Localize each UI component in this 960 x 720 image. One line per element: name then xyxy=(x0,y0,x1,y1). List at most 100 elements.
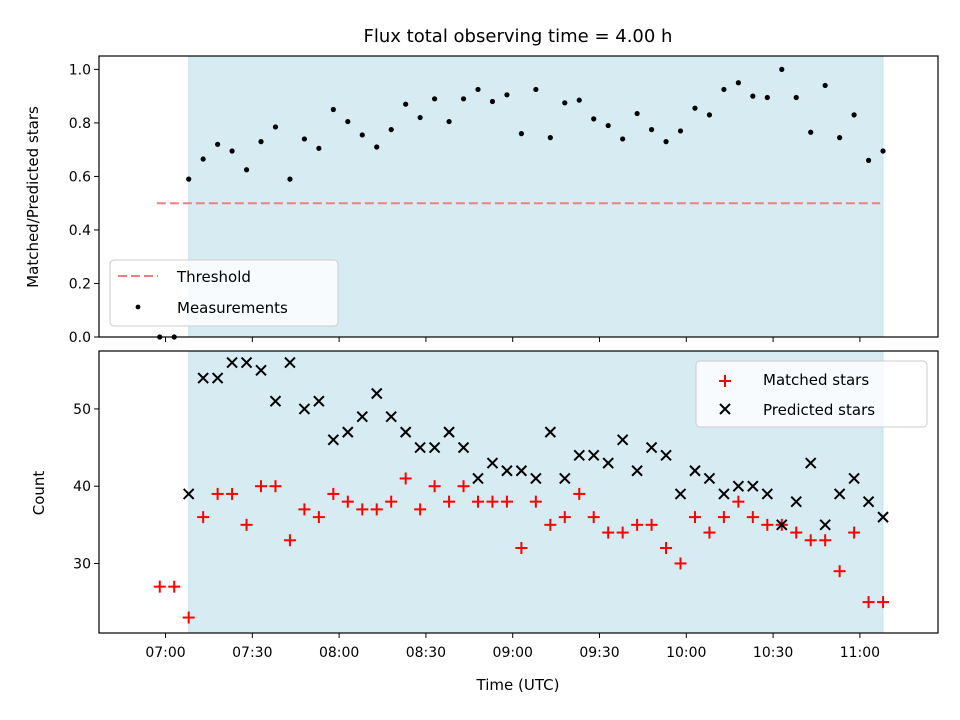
matched-star-point xyxy=(471,495,484,508)
predicted-star-point xyxy=(761,488,774,500)
legend-predicted-swatch xyxy=(719,403,731,415)
predicted-star-point xyxy=(660,449,672,462)
matched-star-point xyxy=(370,503,383,516)
matched-star-point xyxy=(862,596,875,609)
top-y-ticks: 0.0 0.2 0.4 0.6 0.8 1.0 xyxy=(69,62,99,346)
matched-star-point xyxy=(443,495,456,508)
predicted-star-point xyxy=(559,472,571,485)
predicted-star-point xyxy=(819,519,831,531)
matched-star-point xyxy=(269,480,282,493)
matched-star-point xyxy=(616,526,629,539)
measurement-point xyxy=(706,112,713,118)
measurement-point xyxy=(374,144,380,150)
matched-star-point xyxy=(660,542,673,555)
legend-matched-swatch xyxy=(719,375,731,387)
matched-star-point xyxy=(790,526,803,539)
predicted-star-point xyxy=(255,364,267,377)
predicted-star-point xyxy=(674,488,687,500)
predicted-star-point xyxy=(703,472,716,485)
predicted-star-point xyxy=(313,395,325,407)
measurement-point xyxy=(822,82,828,89)
x-tick-label: 10:30 xyxy=(753,645,793,661)
bottom-y-tick-label: 30 xyxy=(73,556,91,572)
predicted-star-point xyxy=(689,465,701,477)
top-panel: Flux total observing time = 4.00 h 0.00.… xyxy=(24,26,939,346)
measurement-point xyxy=(272,124,279,130)
measurement-point xyxy=(648,126,655,133)
predicted-star-point xyxy=(443,426,455,438)
bottom-points xyxy=(153,356,890,624)
measurement-point xyxy=(200,156,206,162)
matched-star-point xyxy=(414,503,427,516)
predicted-star-point xyxy=(428,441,441,454)
measurement-point xyxy=(721,86,727,93)
matched-star-point xyxy=(732,495,745,508)
legend-threshold-label: Threshold xyxy=(176,268,251,286)
matched-star-point xyxy=(573,487,586,500)
measurement-point xyxy=(403,101,409,107)
x-tick-label: 10:00 xyxy=(666,645,706,661)
matched-star-point xyxy=(529,495,542,508)
bottom-panel: 30 40 50 07:00 07:30 08:00 08:30 09:00 09:30 10:… xyxy=(30,350,939,694)
x-tick-label: 11:00 xyxy=(840,645,880,661)
measurement-point xyxy=(417,114,423,121)
measurement-point xyxy=(475,86,481,93)
measurement-point xyxy=(865,157,872,163)
predicted-star-point xyxy=(544,426,557,438)
bottom-legend-box xyxy=(695,360,928,428)
predicted-star-point xyxy=(515,465,528,477)
matched-star-point xyxy=(717,511,730,524)
matched-star-point xyxy=(674,557,687,570)
predicted-star-point xyxy=(573,449,585,462)
measurement-point xyxy=(562,100,568,106)
predicted-star-point xyxy=(327,434,340,446)
predicted-star-point xyxy=(486,457,499,469)
measurement-point xyxy=(677,128,684,134)
measurement-point xyxy=(735,80,741,86)
matched-star-point xyxy=(255,480,268,493)
bottom-x-ticks: 07:00 07:30 08:00 08:30 09:00 09:30 10:00 10:30… xyxy=(145,633,880,661)
measurement-point xyxy=(215,141,221,147)
top-y-tick-label: 0.2 xyxy=(69,276,91,292)
matched-star-point xyxy=(385,495,398,508)
measurement-point xyxy=(533,86,539,93)
measurement-point xyxy=(663,139,669,145)
matched-star-point xyxy=(761,518,774,531)
measurement-point xyxy=(620,136,626,142)
predicted-star-point xyxy=(776,519,788,531)
measurement-point xyxy=(504,92,510,98)
predicted-star-point xyxy=(472,472,484,485)
predicted-star-point xyxy=(530,472,542,485)
measurement-point xyxy=(359,132,365,138)
predicted-star-point xyxy=(616,434,629,446)
measurement-point xyxy=(793,94,799,101)
matched-star-point xyxy=(312,511,325,524)
matched-star-point xyxy=(631,518,644,531)
predicted-star-point xyxy=(371,387,383,400)
bottom-y-ticks: 30 40 50 xyxy=(73,402,99,572)
measurement-point xyxy=(388,126,394,133)
measurement-point xyxy=(229,148,235,154)
matched-star-point xyxy=(819,534,832,547)
top-y-tick-label: 0.0 xyxy=(69,330,91,346)
predicted-star-point xyxy=(182,488,195,500)
measurement-point xyxy=(634,110,640,117)
predicted-star-point xyxy=(718,488,730,500)
measurement-point xyxy=(851,112,857,118)
predicted-star-point xyxy=(284,356,296,369)
measurement-point xyxy=(692,105,698,111)
predicted-star-point xyxy=(399,426,412,438)
matched-star-point xyxy=(298,503,311,516)
x-tick-label: 08:00 xyxy=(319,645,359,661)
measurement-point xyxy=(489,98,496,105)
top-legend: Threshold Measurements xyxy=(109,259,339,327)
bottom-plot-frame xyxy=(98,350,939,634)
predicted-star-point xyxy=(269,395,282,407)
matched-star-point xyxy=(804,534,817,547)
matched-star-point xyxy=(283,534,296,547)
measurement-point xyxy=(287,176,293,182)
matched-star-point xyxy=(558,511,571,524)
predicted-star-point xyxy=(197,372,209,384)
measurement-point xyxy=(764,94,770,101)
